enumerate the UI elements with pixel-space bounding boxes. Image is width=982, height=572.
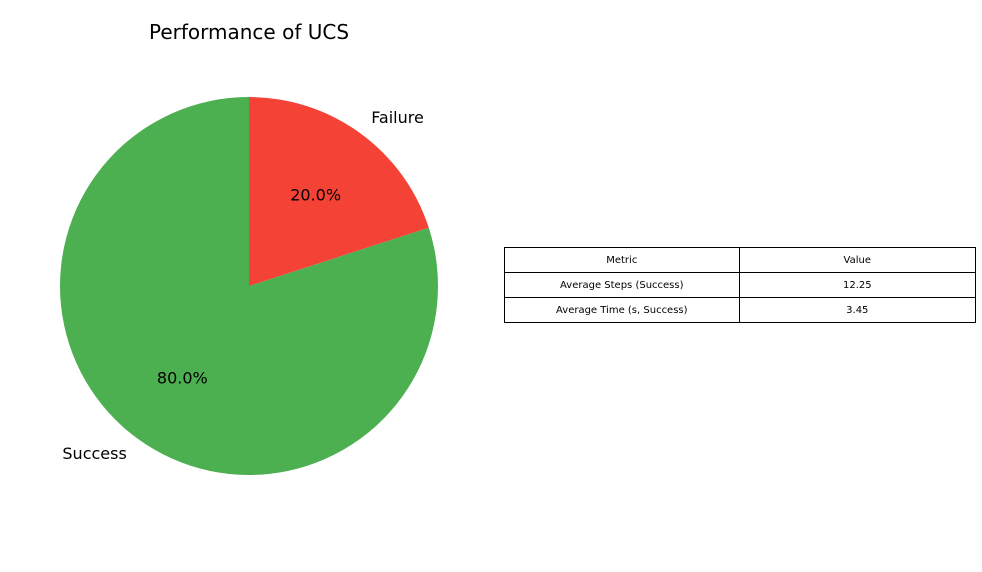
slice-percent-success: 80.0% xyxy=(157,369,208,388)
table-cell-metric: Average Time (s, Success) xyxy=(504,297,740,323)
table-header-value: Value xyxy=(738,247,977,273)
table-cell-value: 12.25 xyxy=(738,272,977,298)
pie-slice-failure xyxy=(249,97,429,286)
table-header-row: Metric Value xyxy=(504,247,977,273)
slice-label-success: Success xyxy=(62,444,126,463)
table-cell-value: 3.45 xyxy=(738,297,977,323)
table-cell-metric: Average Steps (Success) xyxy=(504,272,740,298)
pie-labels-group: Success 80.0% Failure 20.0% xyxy=(62,108,423,463)
table-row: Average Time (s, Success) 3.45 xyxy=(504,297,977,323)
slice-label-failure: Failure xyxy=(371,108,424,127)
pie-slice-success xyxy=(60,97,439,475)
chart-title: Performance of UCS xyxy=(149,20,349,44)
table-row: Average Steps (Success) 12.25 xyxy=(504,272,977,298)
slice-percent-failure: 20.0% xyxy=(290,185,341,204)
pie-slices-group xyxy=(60,97,439,475)
metrics-table: Metric Value Average Steps (Success) 12.… xyxy=(504,247,977,323)
table-header-metric: Metric xyxy=(504,247,740,273)
